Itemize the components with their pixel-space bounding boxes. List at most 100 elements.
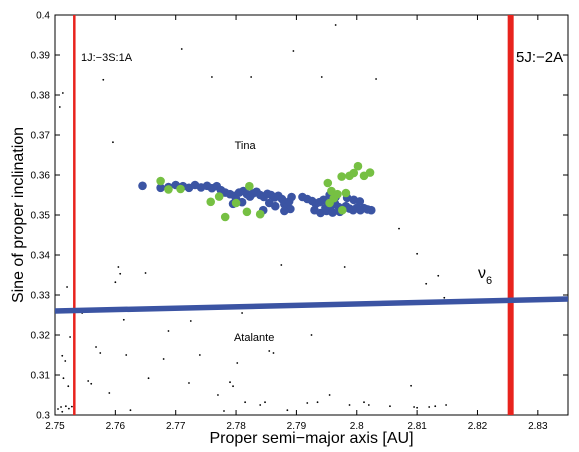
background-asteroid-point [61,92,64,94]
green-family-point [231,198,241,208]
background-asteroid-point [320,76,323,78]
lines-layer [54,15,569,415]
blue-family-point [264,198,274,208]
background-asteroid-point [60,406,62,408]
background-asteroid-point [67,407,70,410]
background-asteroid-point [286,409,289,412]
blue-family-point [156,183,165,193]
annotation-tina: Tina [235,140,257,152]
background-asteroid-point [434,405,437,408]
green-family-point [323,178,333,188]
green-family-point [242,207,252,217]
background-asteroid-point [64,360,67,362]
x-tick-label: 2.79 [287,421,307,432]
green-family-point [156,176,165,186]
background-asteroid-point [328,394,331,396]
y-tick-label: 0.34 [31,251,51,262]
background-asteroid-point [250,76,253,78]
background-asteroid-point [108,392,111,394]
background-asteroid-point [428,406,431,408]
ticks-layer [54,14,568,416]
background-asteroid-point [244,401,247,404]
background-asteroid-point [62,377,65,380]
y-tick-label: 0.36 [31,171,51,182]
y-tick-label: 0.4 [36,11,50,22]
green-family-point [365,168,375,177]
background-asteroid-point [167,330,170,332]
background-asteroid-point [259,404,262,406]
background-asteroid-point [64,405,67,408]
background-asteroid-point [87,380,90,382]
background-asteroid-point [61,354,64,357]
resonance-label-1J-3S-1A: 1J:−3S:1A [81,52,133,64]
background-asteroid-point [61,410,64,413]
background-asteroid-point [416,406,419,409]
background-asteroid-point [99,352,102,354]
background-asteroid-point [57,408,59,410]
background-asteroid-point [189,320,192,322]
background-asteroid-point [102,78,105,81]
green-family-point [333,189,342,199]
y-tick-label: 0.31 [31,371,51,382]
background-asteroid-point [147,377,150,380]
green-family-point [255,209,265,219]
x-tick-label: 2.8 [350,421,364,432]
background-asteroid-point [58,106,61,108]
y-tick-label: 0.37 [31,131,51,142]
background-asteroid-point [117,266,120,268]
green-family-point [337,172,346,181]
background-asteroid-point [292,50,295,52]
x-axis-title: Proper semi−major axis [AU] [209,430,413,447]
background-asteroid-point [90,382,93,385]
background-asteroid-point [122,318,125,321]
x-tick-label: 2.76 [106,421,126,432]
y-tick-label: 0.38 [31,91,51,102]
background-asteroid-point [67,385,70,388]
background-asteroid-point [180,48,183,50]
background-asteroid-point [223,410,225,412]
blue-family-point [366,205,376,215]
blue-family-point [280,206,289,216]
background-asteroid-point [425,282,428,285]
green-family-point [206,197,216,207]
annotation-atalante: Atalante [234,332,274,344]
x-tick-label: 2.75 [45,421,65,432]
green-family-point [337,205,347,215]
background-asteroid-point [416,252,419,255]
background-asteroid-point [114,281,117,284]
background-asteroid-point [410,384,412,387]
background-asteroid-point [217,394,219,396]
x-tick-label: 2.83 [528,421,548,432]
background-asteroid-point [348,404,351,406]
green-family-point [349,168,359,178]
background-asteroid-point [241,312,243,314]
blue-family-point [287,192,296,202]
background-asteroid-point [343,266,346,268]
x-tick-label: 2.77 [166,421,186,432]
y-axis-title: Sine of proper inclination [10,127,27,303]
green-family-point [341,188,351,198]
green-family-point [176,184,185,194]
y-tick-label: 0.33 [31,291,51,302]
background-asteroid-point [268,350,271,352]
background-asteroid-point [144,272,147,274]
y-tick-label: 0.32 [31,331,51,342]
background-asteroid-point [188,382,190,384]
green-family-point [245,181,254,191]
blue-family-point [355,197,365,206]
background-asteroid-point [232,385,234,388]
green-family-point [214,192,224,201]
points-layer [57,24,447,413]
nu6-label: ν6 [478,265,492,287]
background-asteroid-point [129,409,132,412]
background-asteroid-point [264,401,266,404]
background-asteroid-point [389,405,391,408]
nu6-subscript: 6 [486,275,492,287]
background-asteroid-point [272,352,275,354]
background-asteroid-point [66,286,68,288]
y-tick-label: 0.39 [31,51,51,62]
background-asteroid-point [363,401,365,404]
background-asteroid-point [445,404,447,406]
background-asteroid-point [280,264,283,266]
